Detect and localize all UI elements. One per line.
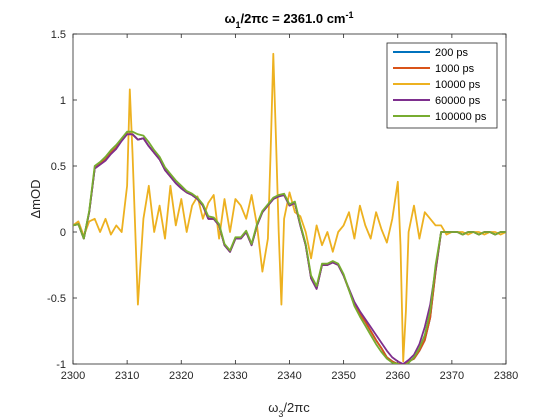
series-line-4	[73, 130, 506, 364]
y-tick-label: 1.5	[51, 29, 66, 41]
x-axis-label: ω3/2πc	[268, 400, 310, 419]
legend-label: 1000 ps	[435, 63, 475, 75]
y-tick-label: 1	[60, 95, 66, 107]
legend-box	[386, 42, 498, 129]
legend-label: 60000 ps	[435, 95, 481, 107]
y-axis-label: ΔmOD	[28, 179, 43, 218]
legend-label: 10000 ps	[435, 79, 481, 91]
x-tick-label: 2350	[331, 370, 355, 382]
x-tick-label: 2300	[61, 370, 85, 382]
legend-label: 200 ps	[435, 47, 469, 59]
series-line-2	[73, 52, 506, 363]
legend-label: 100000 ps	[435, 111, 487, 123]
x-tick-label: 2360	[386, 370, 410, 382]
series-lines	[73, 52, 506, 364]
y-tick-label: -1	[56, 359, 66, 371]
y-tick-label: 0.5	[51, 161, 66, 173]
x-tick-label: 2310	[115, 370, 139, 382]
chart-title: ω1/2πc = 2361.0 cm-1	[224, 10, 353, 30]
y-tick-label: 0	[60, 227, 66, 239]
x-tick-label: 2330	[223, 370, 247, 382]
x-tick-label: 2380	[494, 370, 518, 382]
axis-tick-labels: 2300 2310 2320 2330 2340 2350 2360 2370 2380 -1 -0…	[47, 29, 518, 382]
x-tick-label: 2320	[169, 370, 193, 382]
x-tick-label: 2370	[440, 370, 464, 382]
legend-entries: 200 ps 1000 ps 10000 ps 60000 ps 100000 ps	[393, 47, 487, 123]
x-tick-label: 2340	[277, 370, 301, 382]
y-tick-label: -0.5	[47, 293, 66, 305]
legend: 200 ps 1000 ps 10000 ps 60000 ps 100000 ps	[386, 42, 498, 129]
